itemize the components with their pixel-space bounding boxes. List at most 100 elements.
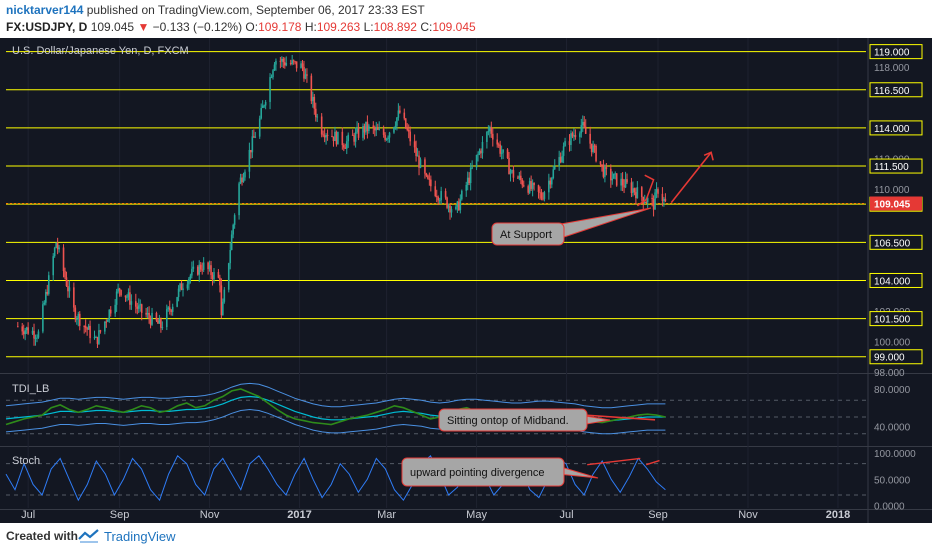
candle-body xyxy=(25,327,28,331)
candle-body xyxy=(106,319,109,322)
candle-body xyxy=(581,121,584,126)
candle-body xyxy=(332,136,335,142)
candle-body xyxy=(471,167,473,169)
projection-arrow-head xyxy=(703,151,714,161)
candle-body xyxy=(661,193,664,201)
candle-body xyxy=(207,262,209,270)
candle-body xyxy=(64,270,66,278)
candle-body xyxy=(33,330,35,339)
candle-body xyxy=(584,126,587,134)
candle-body xyxy=(227,263,230,290)
candle-body xyxy=(570,133,572,145)
candle-body xyxy=(323,135,326,138)
level-label-box xyxy=(869,158,923,174)
candle-body xyxy=(548,180,550,193)
candle-body xyxy=(651,197,653,199)
candle-body xyxy=(434,186,437,197)
level-label: 104.000 xyxy=(874,276,911,287)
support-callout-text: At Support xyxy=(500,229,552,241)
candle-body xyxy=(447,205,450,208)
candle-body xyxy=(539,191,541,193)
candle-body xyxy=(201,269,203,271)
candle-body xyxy=(413,141,416,148)
candle-body xyxy=(314,108,317,118)
candle-body xyxy=(481,141,484,154)
candle-body xyxy=(537,185,540,192)
candle-body xyxy=(83,325,85,327)
candle-body xyxy=(258,118,261,137)
chart-header: nicktarver144 published on TradingView.c… xyxy=(0,0,932,38)
candle-body xyxy=(521,179,524,186)
candle-body xyxy=(233,215,236,225)
candle-body xyxy=(74,307,77,320)
level-label-box xyxy=(869,349,923,365)
candle-body xyxy=(127,292,130,298)
current-price-label: 109.045 xyxy=(874,199,911,210)
candle-body xyxy=(264,101,267,106)
candle-body xyxy=(624,179,627,188)
candle-body xyxy=(397,110,400,118)
x-tick-label: 2018 xyxy=(826,509,850,521)
candle-body xyxy=(354,131,357,142)
level-label: 99.000 xyxy=(874,353,905,364)
candle-body xyxy=(58,247,60,250)
candle-body xyxy=(117,288,119,292)
candle-body xyxy=(593,145,596,147)
candle-body xyxy=(36,337,38,339)
author-name[interactable]: nicktarver144 xyxy=(6,3,84,17)
open-value: 109.178 xyxy=(258,20,302,34)
candle-body xyxy=(105,321,108,323)
tdi-title: TDI_LB xyxy=(12,383,49,395)
y-tick-label: 100.000 xyxy=(874,337,911,348)
candle-body xyxy=(626,179,628,183)
horizontal-levels xyxy=(6,51,866,358)
candle-body xyxy=(543,192,546,199)
candle-body xyxy=(490,126,493,134)
candle-body xyxy=(126,297,128,299)
candle-body xyxy=(363,126,366,133)
candle-body xyxy=(440,191,442,201)
stoch-y-tick-label: 50.0000 xyxy=(874,475,911,486)
candle-body xyxy=(458,201,460,211)
candle-body xyxy=(294,61,296,63)
level-label-box xyxy=(869,120,923,136)
candle-body xyxy=(109,309,112,314)
y-tick-label: 118.000 xyxy=(874,63,910,74)
candle-body xyxy=(449,205,451,213)
candle-body xyxy=(612,173,615,179)
candle-body xyxy=(522,185,525,187)
candle-body xyxy=(663,198,665,201)
candle-body xyxy=(564,141,566,147)
candle-body xyxy=(146,312,149,315)
stoch-title: Stoch xyxy=(12,455,40,467)
stoch-divergence-line xyxy=(587,457,641,466)
candle-body xyxy=(337,131,339,145)
candle-body xyxy=(301,63,304,67)
chart-canvas[interactable]: Jul Sep Nov 2017 Mar May Jul Sep Nov 2018 118.000 1… xyxy=(0,38,932,523)
candle-body xyxy=(304,74,307,79)
candle-body xyxy=(499,144,501,154)
candle-body xyxy=(652,198,655,210)
candle-body xyxy=(540,192,543,199)
tradingview-brand[interactable]: TradingView xyxy=(104,529,176,544)
candle-body xyxy=(385,139,388,141)
candle-body xyxy=(306,74,308,76)
candle-body xyxy=(292,60,295,62)
candle-body xyxy=(645,201,648,203)
candle-body xyxy=(345,141,348,149)
candle-body xyxy=(356,128,358,132)
candle-body xyxy=(56,243,59,250)
candle-body xyxy=(148,312,150,319)
axes: Jul Sep Nov 2017 Mar May Jul Sep Nov 2018 118.000 1… xyxy=(21,44,923,521)
candle-body xyxy=(496,139,499,145)
candle-body xyxy=(295,61,298,69)
candle-body xyxy=(211,275,214,280)
level-label-box xyxy=(869,311,923,327)
x-tick-label: 2017 xyxy=(287,509,311,521)
candle-body xyxy=(614,173,617,175)
candle-body xyxy=(46,291,49,294)
candle-body xyxy=(180,283,183,290)
x-tick-label: May xyxy=(466,509,487,521)
support-callout-box xyxy=(491,222,565,246)
candle-body xyxy=(508,158,510,175)
